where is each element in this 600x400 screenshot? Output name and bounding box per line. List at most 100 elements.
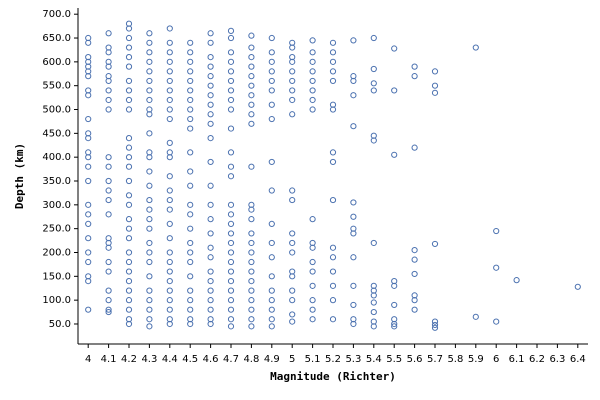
- point: [125, 96, 133, 104]
- point: [472, 313, 479, 320]
- point: [370, 80, 377, 87]
- y-tick-label: 200.0: [42, 247, 71, 258]
- point: [248, 258, 255, 266]
- point: [166, 196, 173, 204]
- point: [248, 316, 255, 323]
- point: [207, 230, 214, 237]
- point: [166, 154, 173, 161]
- point: [125, 277, 133, 285]
- point: [329, 158, 337, 166]
- point: [411, 256, 418, 263]
- point: [248, 82, 255, 89]
- point: [207, 287, 214, 294]
- x-tick-label: 4.4: [162, 354, 178, 365]
- y-tick-label: 550.0: [42, 81, 71, 92]
- y-tick-label: 450.0: [42, 128, 71, 139]
- point: [85, 249, 92, 256]
- x-tick-label: 4.7: [223, 354, 239, 365]
- point: [105, 77, 112, 85]
- point: [329, 77, 337, 85]
- point: [411, 306, 418, 313]
- point: [227, 220, 235, 227]
- point: [85, 154, 92, 161]
- point: [146, 96, 153, 104]
- point: [207, 63, 214, 70]
- x-tick-label: 4.6: [203, 354, 219, 365]
- point: [370, 292, 377, 299]
- point: [166, 115, 173, 123]
- point: [227, 268, 235, 275]
- y-tick-label: 400.0: [42, 152, 71, 163]
- point: [227, 230, 235, 237]
- point: [248, 120, 255, 127]
- point: [391, 323, 398, 330]
- point: [227, 316, 235, 323]
- point: [105, 96, 112, 104]
- point: [248, 277, 255, 285]
- point: [187, 149, 194, 156]
- point: [309, 106, 316, 113]
- point: [493, 318, 500, 325]
- point: [105, 63, 112, 70]
- point: [309, 282, 316, 289]
- point: [309, 77, 316, 85]
- point: [289, 196, 296, 204]
- point: [125, 320, 133, 328]
- point: [105, 30, 112, 37]
- point: [146, 206, 153, 213]
- point: [166, 206, 173, 213]
- point: [146, 111, 153, 118]
- y-tick-label: 700.0: [42, 9, 71, 20]
- point: [146, 225, 153, 232]
- point: [85, 220, 92, 227]
- point: [431, 68, 439, 75]
- point: [309, 96, 316, 104]
- point: [187, 168, 194, 175]
- y-tick-label: 650.0: [42, 33, 71, 44]
- point: [207, 120, 214, 127]
- point: [166, 58, 173, 65]
- point: [391, 301, 398, 309]
- point: [431, 321, 439, 329]
- point: [493, 264, 500, 271]
- point: [289, 230, 296, 237]
- point: [85, 163, 92, 170]
- point: [85, 306, 92, 313]
- point: [248, 73, 255, 80]
- point: [289, 187, 296, 194]
- point: [187, 87, 194, 94]
- point: [85, 177, 92, 185]
- point: [125, 163, 133, 170]
- point: [309, 316, 316, 323]
- point: [370, 323, 377, 330]
- point: [227, 106, 235, 113]
- point: [166, 249, 173, 256]
- point: [370, 137, 377, 144]
- point: [227, 87, 235, 94]
- x-tick-label: 6: [493, 354, 499, 365]
- y-tick-label: 250.0: [42, 224, 71, 235]
- point: [350, 37, 357, 44]
- point: [329, 39, 337, 46]
- point: [329, 106, 337, 113]
- point: [105, 306, 112, 313]
- point: [248, 297, 255, 304]
- point: [370, 65, 377, 73]
- point: [105, 106, 112, 113]
- point: [105, 287, 112, 294]
- point: [248, 53, 255, 61]
- point: [248, 32, 255, 39]
- point: [289, 87, 296, 94]
- point: [187, 239, 194, 247]
- point: [248, 44, 255, 51]
- x-tick-label: 6.4: [570, 354, 586, 365]
- point: [105, 187, 112, 194]
- point: [268, 254, 275, 261]
- point: [125, 235, 133, 242]
- point: [125, 34, 133, 42]
- x-tick-label: 6.2: [529, 354, 545, 365]
- point: [391, 320, 398, 328]
- point: [227, 323, 235, 330]
- point: [125, 216, 133, 223]
